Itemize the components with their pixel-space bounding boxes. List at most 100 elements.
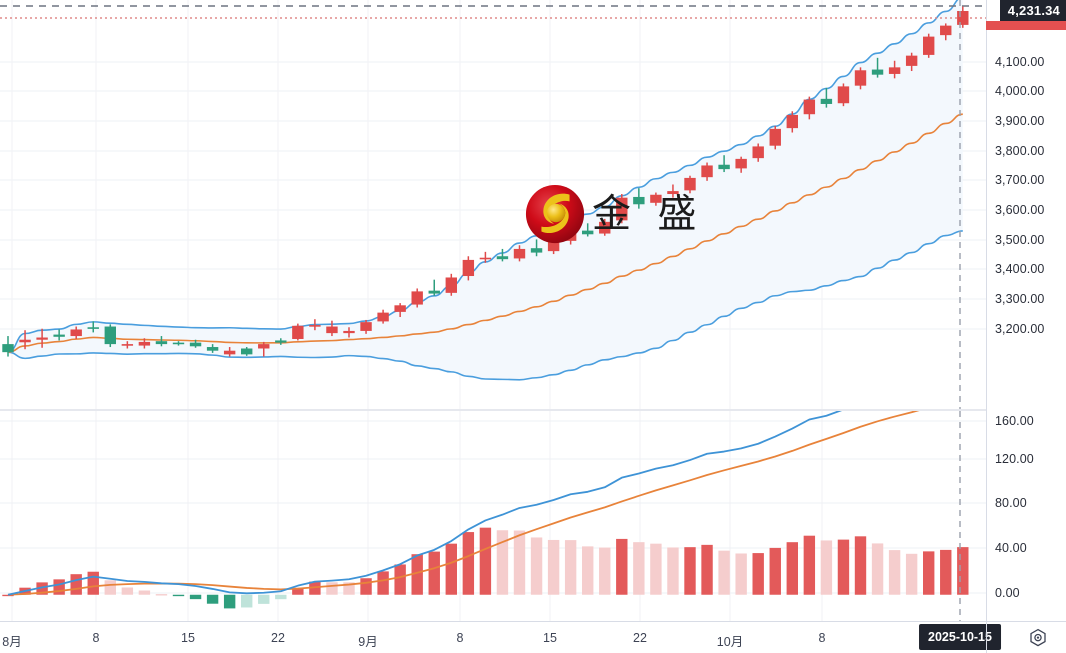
price-scale-tick: 3,400.00: [995, 262, 1045, 276]
candlestick: [888, 60, 901, 79]
candlestick: [616, 194, 628, 224]
macd-histogram-bar: [53, 579, 65, 595]
candlestick: [206, 344, 219, 353]
candle-body: [684, 177, 696, 191]
price-scale-tick: 4,100.00: [995, 55, 1045, 69]
macd-histogram-bar: [957, 547, 969, 595]
price-panel[interactable]: [0, 0, 986, 410]
bollinger-lower-line: [7, 230, 963, 381]
candlestick: [309, 319, 321, 331]
candle-body: [871, 69, 884, 75]
candlestick: [275, 338, 287, 345]
macd-histogram-bar: [513, 530, 526, 595]
time-axis-scale[interactable]: 8月 8 15 22 9月 8 15 22 10月 8 2025-10-15: [0, 621, 1066, 653]
candlestick: [19, 330, 31, 350]
candle-body: [616, 197, 628, 221]
candle-body: [104, 326, 116, 345]
candle-body: [258, 344, 270, 349]
macd-histogram-bar: [803, 535, 816, 595]
candle-body: [394, 305, 406, 312]
candle-body: [206, 347, 219, 351]
price-scale-tick: 3,900.00: [995, 114, 1045, 128]
macd-histogram-bar: [769, 547, 781, 595]
candlestick: [496, 248, 509, 262]
scale-corner-divider: [986, 621, 987, 653]
candle-body: [718, 164, 730, 170]
time-scale-tick: 22: [633, 631, 647, 645]
macd-histogram-bar: [923, 551, 935, 595]
macd-histogram-bar: [479, 527, 492, 595]
candlestick: [633, 188, 645, 209]
candlestick: [104, 324, 116, 348]
time-scale-tick: 8: [456, 631, 464, 645]
candle-body: [121, 344, 134, 346]
candle-body: [735, 158, 747, 169]
macd-histogram-bar: [428, 551, 440, 595]
candlestick: [258, 341, 270, 357]
candle-body: [752, 146, 764, 159]
candlestick: [2, 336, 14, 357]
candle-body: [905, 55, 918, 66]
macd-histogram-bar: [940, 549, 952, 595]
candlestick: [752, 143, 764, 162]
panel-divider: [0, 409, 986, 411]
macd-histogram-bar: [87, 571, 99, 595]
candle-body: [36, 337, 48, 340]
macd-histogram-bar: [667, 547, 679, 595]
candlestick: [684, 175, 696, 194]
price-scale-tick: 3,600.00: [995, 203, 1045, 217]
candlestick: [582, 223, 594, 237]
candlestick: [803, 96, 816, 120]
candle-body: [223, 350, 236, 355]
candle-body: [172, 342, 185, 345]
candlestick: [411, 288, 423, 308]
price-scale-tick: 3,700.00: [995, 173, 1045, 187]
macd-histogram-bar: [189, 594, 202, 600]
macd-plot-svg: [0, 411, 986, 621]
last-price-badge[interactable]: 4,231.34: [999, 0, 1066, 21]
macd-histogram-bar: [258, 594, 270, 604]
candlestick: [871, 57, 884, 78]
crosshair-date-badge[interactable]: 2025-10-15: [919, 624, 1001, 650]
price-plot-svg: [0, 0, 986, 410]
candle-body: [445, 277, 457, 293]
macd-histogram-bar: [684, 547, 696, 595]
macd-histogram-bar: [616, 538, 628, 595]
time-scale-tick: 15: [543, 631, 557, 645]
macd-histogram-bar: [547, 539, 560, 595]
price-scale-tick: 4,000.00: [995, 84, 1045, 98]
bollinger-middle-line: [7, 113, 963, 353]
macd-histogram-bar: [871, 543, 884, 595]
candle-body: [599, 221, 611, 234]
macd-histogram-bar: [206, 594, 219, 604]
price-scale-tick: 80.00: [995, 496, 1027, 510]
candle-body: [343, 330, 355, 334]
candle-body: [326, 326, 338, 334]
settings-hex-icon[interactable]: [1028, 628, 1048, 648]
macd-histogram-bar: [888, 550, 901, 595]
candlestick: [479, 251, 492, 263]
candlestick: [36, 328, 48, 348]
price-scale-tick: 0.00: [995, 586, 1020, 600]
macd-histogram-bar: [735, 553, 747, 595]
price-scale-tick: 3,300.00: [995, 292, 1045, 306]
macd-histogram-bar: [309, 581, 321, 595]
candlestick: [854, 67, 867, 90]
price-axis-scale[interactable]: 4,100.00 4,000.00 3,900.00 3,800.00 3,700.00…: [986, 0, 1066, 621]
macd-panel[interactable]: [0, 411, 986, 621]
candlestick: [769, 125, 781, 150]
macd-histogram-bar: [633, 542, 645, 595]
macd-histogram-bar: [104, 580, 116, 595]
macd-histogram-bar: [70, 574, 82, 595]
macd-histogram-bar: [343, 582, 355, 595]
candle-body: [786, 114, 798, 129]
macd-histogram-bar: [275, 594, 287, 600]
candlestick: [241, 347, 253, 356]
macd-histogram-bar: [377, 571, 389, 595]
macd-histogram-bar: [411, 554, 423, 595]
candlestick: [360, 319, 372, 334]
candlestick: [223, 347, 236, 357]
candlestick: [377, 309, 389, 324]
price-scale-tick: 3,800.00: [995, 144, 1045, 158]
